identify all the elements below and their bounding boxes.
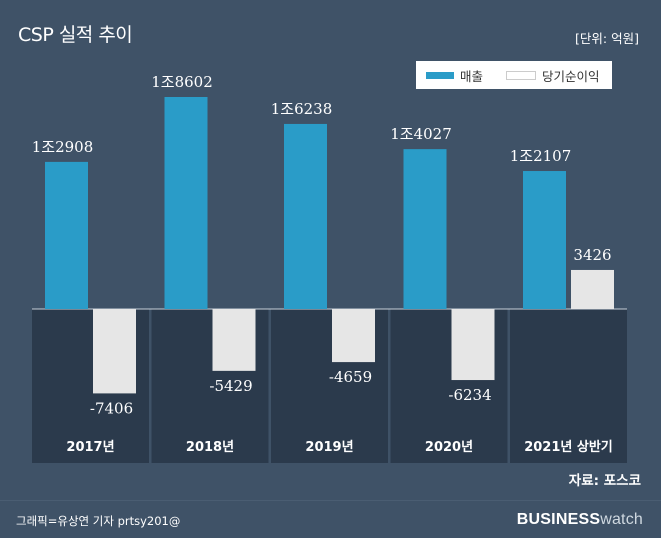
legend-swatch-revenue [426,71,454,79]
category-label: 2018년 [186,440,234,455]
net-income-bar [332,309,375,363]
net-income-bar [451,309,495,381]
category-label: 2019년 [305,440,353,455]
net-income-value-label: -5429 [209,377,252,395]
footer-divider [0,500,661,501]
revenue-bar [164,97,208,309]
category-label: 2021년 상반기 [524,439,613,455]
revenue-bar [523,171,566,309]
category-label: 2020년 [425,440,473,455]
net-income-bar [93,309,136,394]
legend-item-net-income: 당기순이익 [506,67,600,84]
net-income-value-label: -4659 [329,368,372,386]
brand-logo: BUSINESSwatch [517,509,643,529]
revenue-value-label: 1조4027 [390,125,452,143]
source-label: 자료: 포스코 [568,473,641,489]
net-income-bar [212,309,256,371]
revenue-value-label: 1조8602 [151,73,213,91]
legend-label-net-income: 당기순이익 [542,68,600,84]
net-income-value-label: -6234 [448,386,491,404]
revenue-value-label: 1조2908 [32,138,94,156]
revenue-value-label: 1조2107 [510,147,572,165]
revenue-bar [284,123,327,309]
revenue-bar [45,161,88,309]
revenue-value-label: 1조6238 [271,100,333,118]
revenue-bar [403,149,447,309]
legend-item-revenue: 매출 [426,67,484,84]
legend-label-revenue: 매출 [460,68,484,84]
unit-label: [단위: 억원] [575,31,639,46]
legend: 매출 당기순이익 [416,61,612,89]
net-income-value-label: 3426 [573,246,611,264]
category-label: 2017년 [66,440,114,455]
brand-logo-bold: BUSINESS [516,511,601,528]
net-income-bar [571,269,614,309]
graphic-credit: 그래픽=유상연 기자 prtsy201@ [16,514,181,528]
legend-swatch-net-income [506,70,536,80]
net-income-value-label: -7406 [90,399,133,417]
brand-logo-light: watch [600,511,643,528]
negative-panel [510,309,627,463]
chart-title: CSP 실적 추이 [18,24,133,46]
